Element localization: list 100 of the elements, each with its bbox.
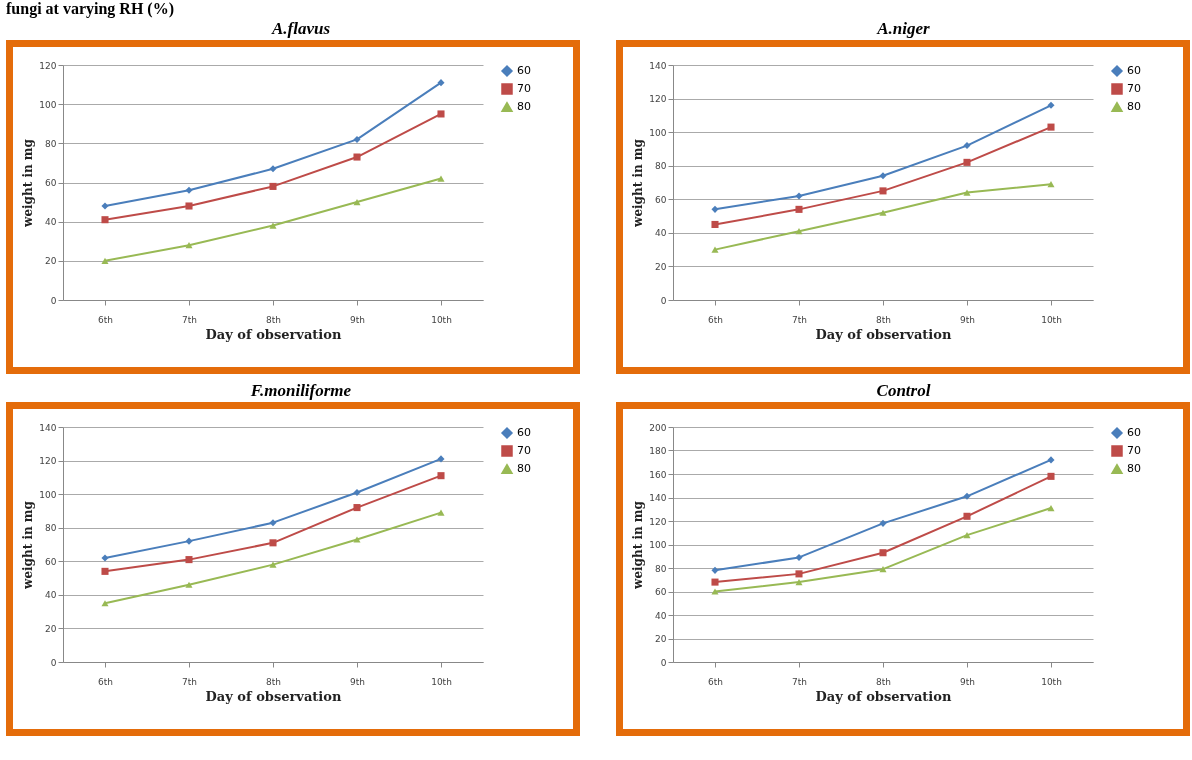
x-tick-label: 7th — [792, 314, 807, 325]
point — [795, 579, 803, 586]
y-tick-label: 20 — [655, 261, 667, 272]
y-tick-label: 160 — [649, 469, 667, 480]
x-tick-label: 6th — [708, 676, 723, 687]
legend-label: 70 — [1127, 82, 1141, 95]
point — [1047, 181, 1055, 188]
point — [185, 202, 193, 210]
point — [711, 246, 719, 253]
point — [269, 539, 277, 547]
legend-label: 80 — [517, 462, 531, 475]
y-tick-label: 200 — [649, 422, 667, 433]
point — [353, 199, 361, 206]
point — [963, 492, 971, 500]
point — [437, 175, 445, 182]
legend-label: 60 — [517, 64, 531, 77]
x-axis-title: Day of observation — [205, 326, 342, 342]
x-tick-label: 6th — [98, 314, 113, 325]
y-tick-label: 140 — [39, 422, 57, 433]
x-tick-label: 7th — [182, 314, 197, 325]
y-tick-label: 0 — [660, 295, 667, 306]
y-tick-label: 40 — [655, 228, 667, 239]
y-tick-label: 100 — [39, 99, 57, 110]
legend-label: 60 — [1127, 64, 1141, 77]
point — [269, 561, 277, 568]
point — [795, 192, 803, 200]
y-tick-label: 0 — [50, 295, 57, 306]
y-tick-label: 60 — [655, 194, 667, 205]
y-tick-label: 0 — [660, 657, 667, 668]
x-tick-label: 7th — [182, 676, 197, 687]
y-tick-label: 180 — [649, 446, 667, 456]
legend-label: 70 — [517, 82, 531, 95]
chart-title: A.niger — [875, 18, 931, 40]
point — [101, 257, 109, 264]
chart-title: Control — [875, 380, 932, 402]
point — [1047, 101, 1055, 109]
legend-label: 70 — [517, 444, 531, 457]
point — [101, 567, 109, 575]
point — [269, 182, 277, 190]
point — [1047, 123, 1055, 131]
point — [711, 566, 719, 574]
point — [879, 519, 887, 527]
x-tick-label: 6th — [708, 314, 723, 325]
y-tick-label: 60 — [45, 556, 57, 567]
x-tick-label: 10th — [1041, 676, 1062, 687]
point — [185, 537, 193, 545]
point — [711, 588, 719, 595]
point — [795, 205, 803, 213]
y-axis-title: weight in mg — [631, 500, 646, 590]
point — [879, 566, 887, 573]
y-tick-label: 120 — [649, 516, 667, 527]
text: fungi at varying RH (%) — [6, 0, 174, 18]
x-tick-label: 8th — [876, 314, 891, 325]
y-tick-label: 100 — [649, 540, 667, 550]
point — [269, 165, 277, 173]
point — [1047, 456, 1055, 464]
x-tick-label: 6th — [98, 676, 113, 687]
point — [437, 110, 445, 118]
point — [353, 536, 361, 543]
point — [185, 242, 193, 249]
point — [879, 209, 887, 216]
x-tick-label: 10th — [431, 314, 452, 325]
legend-label: 70 — [1127, 444, 1141, 457]
point — [963, 158, 971, 166]
point — [353, 504, 361, 512]
point — [1047, 505, 1055, 512]
x-tick-label: 9th — [960, 676, 975, 687]
y-tick-label: 80 — [655, 161, 667, 172]
point — [711, 220, 719, 228]
chart-title: F.moniliforme — [249, 380, 353, 402]
x-tick-label: 8th — [876, 676, 891, 687]
x-tick-label: 10th — [431, 676, 452, 687]
x-tick-label: 10th — [1041, 314, 1062, 325]
y-axis-title: weight in mg — [21, 500, 36, 590]
y-axis-title: weight in mg — [631, 138, 646, 228]
point — [101, 216, 109, 224]
point — [795, 570, 803, 578]
x-tick-label: 9th — [960, 314, 975, 325]
point — [353, 135, 361, 143]
y-tick-label: 140 — [649, 493, 667, 503]
y-tick-label: 120 — [649, 94, 667, 105]
legend-label: 80 — [1127, 462, 1141, 475]
x-tick-label: 8th — [266, 676, 281, 687]
chart-title: A.flavus — [270, 18, 332, 40]
point — [963, 142, 971, 150]
point — [963, 189, 971, 196]
point — [269, 519, 277, 527]
x-axis-title: Day of observation — [815, 688, 952, 704]
y-tick-label: 100 — [649, 127, 667, 138]
x-tick-label: 7th — [792, 676, 807, 687]
y-tick-label: 60 — [655, 587, 667, 597]
legend-label: 60 — [517, 426, 531, 439]
point — [185, 581, 193, 588]
y-tick-label: 140 — [649, 60, 667, 71]
point — [185, 556, 193, 564]
point — [437, 472, 445, 480]
y-tick-label: 0 — [50, 657, 57, 668]
legend-label: 80 — [517, 100, 531, 113]
legend-label: 80 — [1127, 100, 1141, 113]
point — [879, 172, 887, 180]
